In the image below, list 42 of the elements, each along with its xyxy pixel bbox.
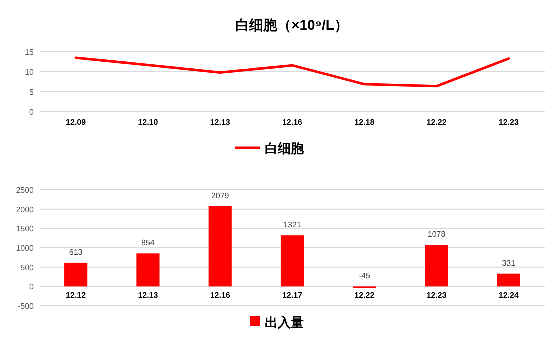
bar <box>208 206 232 287</box>
y-tick-label: 15 <box>25 48 35 57</box>
data-label: 854 <box>142 238 156 248</box>
x-tick-label: 12.09 <box>66 118 87 127</box>
bar <box>280 236 304 287</box>
bar <box>136 254 160 287</box>
x-tick-label: 12.24 <box>498 291 520 300</box>
data-label: -45 <box>358 272 371 281</box>
chart-title: 白细胞（×10⁹/L） <box>236 17 348 33</box>
data-label: 1078 <box>428 230 446 239</box>
x-tick-label: 12.22 <box>426 118 448 127</box>
y-tick-label: 500 <box>20 263 35 272</box>
x-tick-label: 12.22 <box>354 291 376 300</box>
line-series <box>74 56 510 88</box>
data-label: 1321 <box>284 220 302 230</box>
y-tick-label: 0 <box>30 282 35 292</box>
y-tick-label: -500 <box>18 302 35 311</box>
bar <box>425 244 448 287</box>
y-tick-label: 5 <box>30 88 35 97</box>
x-tick-label: 12.23 <box>498 118 520 127</box>
y-tick-label: 1000 <box>16 244 35 253</box>
x-tick-label: 12.10 <box>138 118 159 127</box>
x-tick-label: 12.23 <box>426 291 448 300</box>
y-tick-label: 2000 <box>16 205 35 214</box>
legend-label: 白细胞 <box>265 141 305 156</box>
data-label: 331 <box>502 258 516 268</box>
bar <box>64 262 88 287</box>
y-tick-label: 10 <box>25 68 35 77</box>
bar <box>497 274 520 287</box>
x-tick-label: 12.18 <box>354 118 376 127</box>
x-tick-label: 12.16 <box>210 291 231 300</box>
x-tick-label: 12.13 <box>210 118 231 127</box>
x-tick-label: 12.12 <box>66 291 87 300</box>
y-tick-label: 0 <box>30 108 35 117</box>
x-tick-label: 12.17 <box>282 291 304 300</box>
data-label: 2079 <box>211 191 230 200</box>
legend-label: 出入量 <box>265 315 304 330</box>
data-label: 613 <box>69 248 84 257</box>
y-tick-label: 1500 <box>16 224 35 234</box>
x-tick-label: 12.13 <box>138 291 159 300</box>
x-tick-label: 12.16 <box>282 118 304 127</box>
y-tick-label: 2500 <box>16 186 35 195</box>
